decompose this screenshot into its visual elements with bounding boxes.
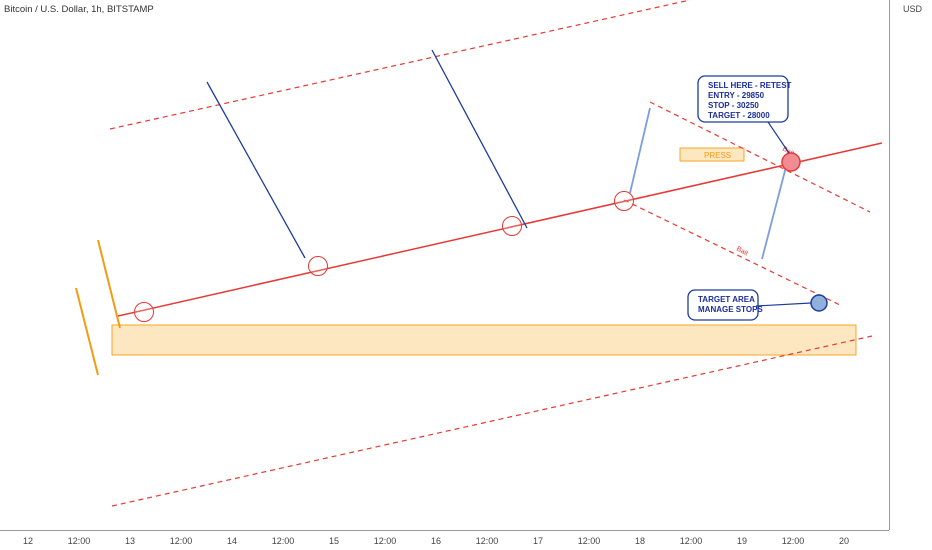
bait-label: Bait: [735, 246, 749, 258]
time-axis[interactable]: 12 12:00 13 12:00 14 12:00 15 12:00 16 12:00 17 12:…: [23, 536, 849, 546]
press-label: PRESS: [704, 151, 731, 160]
touch-circle-marker: [614, 191, 634, 211]
target-marker[interactable]: [810, 294, 828, 312]
x-tick-label: 12:00: [68, 536, 91, 546]
x-tick-label: 12:00: [578, 536, 601, 546]
channel-lower-line: [111, 335, 873, 507]
currency-label: USD: [903, 4, 923, 14]
target-note-box: [687, 289, 759, 321]
markers-layer: [134, 152, 828, 322]
drawing-layer: [75, 0, 883, 507]
x-tick-label: 19: [737, 536, 747, 546]
sell-note-line: SELL HERE - RETEST: [708, 81, 792, 90]
demand-zone: [111, 324, 857, 356]
x-tick-label: 16: [431, 536, 441, 546]
x-tick-label: 12:00: [272, 536, 295, 546]
sell-note-line: TARGET - 28000: [708, 111, 770, 120]
sell-note-line: STOP - 30250: [708, 101, 759, 110]
x-tick-label: 20: [839, 536, 849, 546]
x-tick-label: 12:00: [170, 536, 193, 546]
support-trendline: [117, 142, 883, 317]
entry-marker[interactable]: [781, 152, 801, 172]
x-tick-label: 12:00: [374, 536, 397, 546]
descending-lower-line: [623, 199, 841, 306]
x-tick-label: 12:00: [782, 536, 805, 546]
touch-circle-marker: [502, 216, 522, 236]
x-tick-label: 12:00: [476, 536, 499, 546]
target-note-line: MANAGE STOPS: [698, 305, 763, 314]
press-box: [679, 147, 745, 162]
sell-note-line: ENTRY - 29850: [708, 91, 765, 100]
projection-line: [629, 107, 651, 194]
touch-circle-marker: [308, 256, 328, 276]
x-tick-label: 14: [227, 536, 237, 546]
chart-title: Bitcoin / U.S. Dollar, 1h, BITSTAMP: [4, 4, 154, 15]
x-tick-label: 12: [23, 536, 33, 546]
channel-upper-line: [109, 0, 691, 130]
x-tick-label: 15: [329, 536, 339, 546]
x-tick-label: 13: [125, 536, 135, 546]
trend-segment: [431, 49, 528, 229]
orange-line: [75, 287, 99, 376]
sell-note-pointer: [767, 121, 790, 154]
orange-line: [97, 239, 121, 329]
zones-layer: PRESSBaitBait: [111, 146, 857, 356]
sell-note-box: [697, 75, 789, 123]
x-tick-label: 12:00: [680, 536, 703, 546]
target-note-line: TARGET AREA: [698, 295, 755, 304]
target-note-pointer: [755, 302, 812, 307]
trend-segment: [206, 81, 306, 259]
x-tick-label: 17: [533, 536, 543, 546]
x-tick-label: 18: [635, 536, 645, 546]
projection-line: [761, 162, 788, 260]
touch-circle-marker: [134, 302, 154, 322]
descending-upper-line: [649, 101, 871, 213]
